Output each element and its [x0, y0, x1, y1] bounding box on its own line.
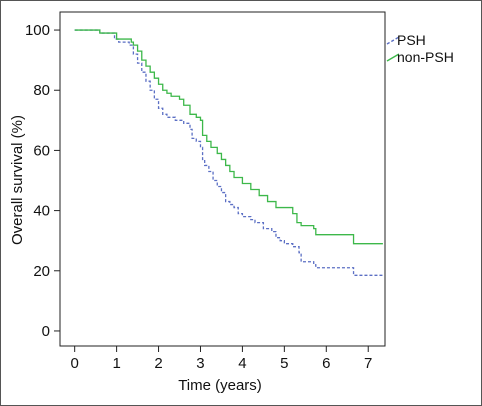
y-tick-label: 100	[25, 22, 50, 39]
x-tick-label: 0	[71, 355, 79, 372]
x-tick-label: 2	[154, 355, 162, 372]
y-tick-label: 20	[33, 263, 50, 280]
series-layer	[74, 29, 383, 276]
x-tick-label: 5	[280, 355, 288, 372]
y-tick-label: 80	[33, 82, 50, 99]
axes-layer	[59, 11, 386, 347]
series-line-psh	[74, 29, 383, 276]
x-tick-label: 3	[196, 355, 204, 372]
x-tick-label: 7	[364, 355, 372, 372]
legend-swatch	[386, 53, 400, 62]
y-tick-label: 60	[33, 142, 50, 159]
y-tick-label: 40	[33, 203, 50, 220]
y-tick-label: 0	[42, 323, 50, 340]
legend-label: PSH	[397, 32, 426, 48]
ticks-layer: 0 1 2 3 4 5 6 7 0 20 40 60 80 100	[25, 22, 372, 372]
series-line-non-psh	[74, 29, 383, 245]
y-axis-title: Overall survival (%)	[9, 115, 26, 245]
x-axis-title: Time (years)	[178, 377, 262, 394]
x-tick-label: 4	[238, 355, 246, 372]
plot-area-border	[59, 11, 386, 347]
legend-swatch	[386, 36, 400, 45]
x-tick-label: 6	[322, 355, 330, 372]
x-tick-label: 1	[112, 355, 120, 372]
legend-label: non-PSH	[397, 49, 454, 65]
